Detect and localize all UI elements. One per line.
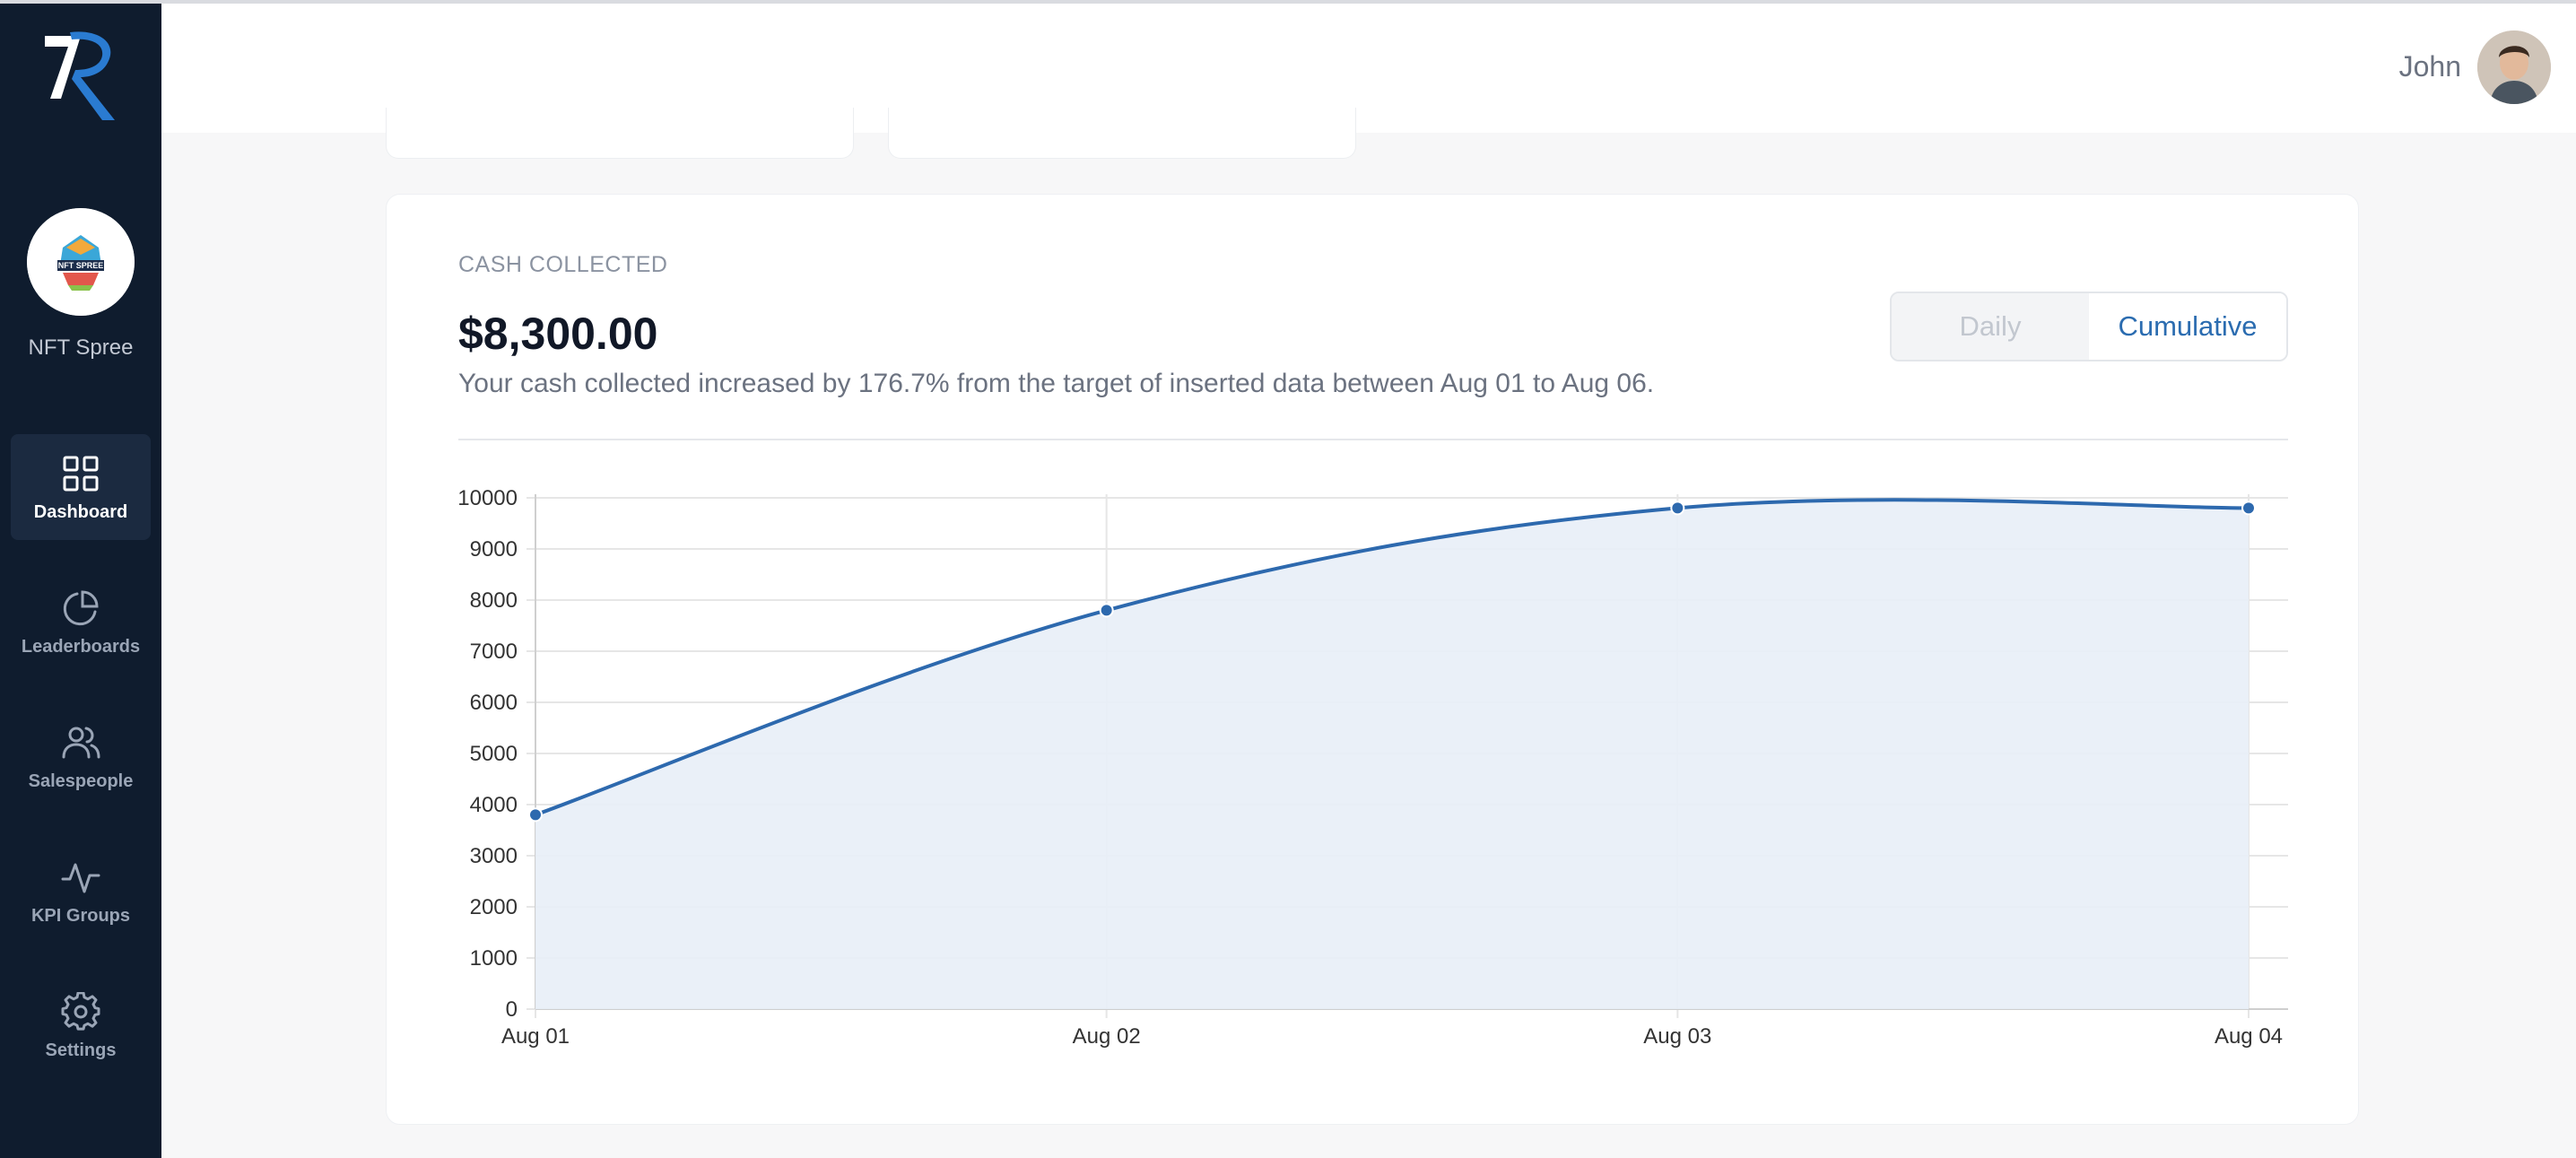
org-avatar[interactable]: NFT SPREE [27,208,135,316]
y-tick-label: 3000 [470,844,518,868]
data-point [1099,603,1114,618]
y-tick-label: 8000 [470,588,518,613]
y-tick-label: 1000 [470,946,518,971]
stat-card [888,108,1356,159]
card-label: CASH COLLECTED [458,252,668,277]
daily-toggle-button[interactable]: Daily [1892,293,2089,360]
sidebar-item-salespeople[interactable]: Salespeople [11,703,151,809]
cash-collected-description: Your cash collected increased by 176.7% … [458,369,1655,398]
users-icon [62,727,100,759]
org-logo-text: NFT SPREE [58,261,104,270]
y-tick-label: 6000 [470,691,518,715]
sidebar-item-settings[interactable]: Settings [11,972,151,1078]
x-tick-label: Aug 03 [1643,1024,1711,1049]
avatar[interactable] [2477,30,2551,104]
y-tick-label: 2000 [470,895,518,919]
data-point [1670,501,1685,516]
y-tick-label: 5000 [470,742,518,766]
brand-logo[interactable] [36,27,122,120]
view-toggle: Daily Cumulative [1890,292,2288,361]
series-area [535,500,2249,1009]
y-tick-label: 10000 [457,486,518,510]
y-tick-label: 9000 [470,537,518,562]
cash-collected-amount: $8,300.00 [458,309,658,359]
gear-icon [61,992,100,1031]
org-name: NFT Spree [28,335,134,360]
y-tick-label: 7000 [470,640,518,664]
data-point [528,807,543,823]
y-tick-label: 4000 [470,793,518,817]
sidebar-item-label: Leaderboards [21,637,141,657]
divider [458,439,2288,440]
activity-icon [61,863,100,893]
sidebar-item-label: Settings [45,1040,117,1060]
sidebar: NFT SPREE NFT Spree Dashboard Leaderboar… [0,4,161,1158]
x-tick-label: Aug 01 [501,1024,570,1049]
sidebar-item-label: Salespeople [28,771,134,791]
top-border [0,0,2576,4]
sidebar-item-label: Dashboard [33,502,128,522]
user-name[interactable]: John [2398,50,2461,83]
sidebar-item-label: KPI Groups [30,906,130,926]
stat-card [386,108,854,159]
grid-icon [63,456,99,492]
x-tick-label: Aug 02 [1073,1024,1141,1049]
sidebar-item-leaderboards[interactable]: Leaderboards [11,569,151,675]
cumulative-toggle-button[interactable]: Cumulative [2089,293,2286,360]
series-line [535,498,2250,817]
org-logo-icon: NFT SPREE [27,208,135,316]
y-tick-label: 0 [506,997,518,1022]
cash-collected-card: CASH COLLECTED $8,300.00 Your cash colle… [386,194,2359,1125]
user-photo-icon [2477,30,2551,104]
sidebar-item-kpi-groups[interactable]: KPI Groups [11,838,151,944]
x-tick-label: Aug 04 [2215,1024,2283,1049]
pie-chart-icon [63,590,99,626]
cash-collected-chart: 0 1000 2000 3000 4000 5000 6000 7000 8000 9000 100… [457,486,2288,1049]
sidebar-item-dashboard[interactable]: Dashboard [11,434,151,540]
data-point [2241,501,2256,516]
